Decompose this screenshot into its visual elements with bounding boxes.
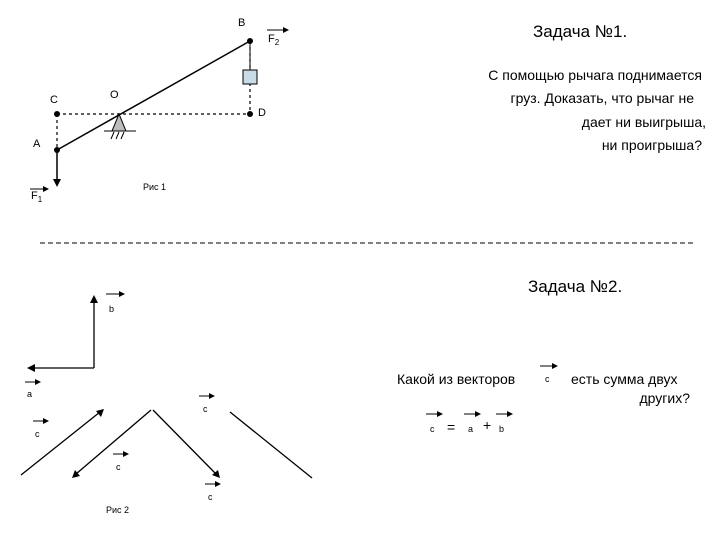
vector-label-c1: c [203, 404, 208, 414]
task2-question-vector: c [545, 374, 550, 384]
task1-question-line-4: ни проигрыша? [601, 137, 702, 153]
label-b: B [238, 17, 246, 29]
figure2-caption: Рис 2 [106, 505, 130, 515]
mark-question-c-head [552, 363, 558, 369]
label-a: A [33, 138, 41, 150]
point-c [54, 111, 60, 117]
vector-c4-line [229, 411, 313, 479]
vector-c3-arrowhead [212, 470, 220, 478]
vector-b-arrowhead [90, 295, 98, 303]
task2-title: Задача №2. [528, 277, 623, 296]
mark-c4-head [215, 481, 221, 487]
pivot-hatch-1 [110, 131, 115, 140]
task1-title: Задача №1. [533, 22, 628, 41]
mark-a-head [35, 379, 41, 385]
lever-bar [56, 40, 251, 151]
point-d [247, 111, 253, 117]
vector-label-c2: c [35, 429, 40, 439]
pivot-hatch-2 [115, 131, 120, 140]
load-weight [242, 69, 258, 85]
label-f2: F2 [268, 33, 280, 47]
mark-b-head [119, 291, 125, 297]
mark-eq-c-head [437, 411, 443, 417]
vector-label-c3: c [116, 462, 121, 472]
vector-label-b: b [109, 304, 115, 314]
f1-vector-arrowhead [43, 186, 49, 192]
vector-c2-line [75, 409, 152, 475]
force-f1-arrowhead [53, 179, 61, 187]
label-f1: F1 [31, 190, 43, 204]
vector-label-a: a [27, 389, 33, 399]
mark-c2-head [43, 418, 49, 424]
task2-question-part1: Какой из векторов [397, 371, 516, 387]
pivot-hatch-3 [120, 131, 125, 140]
equation-c: c [430, 424, 435, 434]
lever-figure [30, 27, 289, 192]
label-d: D [258, 107, 266, 119]
task1-question-line-2: груз. Доказать, что рычаг не [510, 90, 694, 106]
task2-question-part2-line1: есть сумма двух [571, 371, 678, 387]
mark-eq-b-head [507, 411, 513, 417]
vector-c2-arrowhead [72, 470, 80, 478]
equation-plus: + [483, 417, 492, 433]
vector-a-arrowhead [27, 364, 35, 372]
vector-c1-line [20, 411, 101, 476]
vectors-figure [20, 291, 558, 487]
task2-question-part2-line2: других? [639, 390, 690, 406]
equation-b: b [499, 424, 505, 434]
f2-vector-arrowhead [283, 27, 289, 33]
equation-equals: = [447, 419, 456, 435]
vector-c3-line [152, 409, 217, 475]
figure1-caption: Рис 1 [143, 182, 167, 192]
label-c: C [50, 94, 58, 106]
vector-c1-arrowhead [96, 409, 104, 417]
point-b [247, 38, 253, 44]
task1-question-line-1: С помощью рычага поднимается [488, 67, 702, 83]
mark-eq-a-head [475, 411, 481, 417]
vector-label-c4: c [208, 492, 213, 502]
pivot-triangle [111, 112, 127, 132]
task1-question-line-3: дает ни выигрыша, [581, 114, 706, 130]
mark-c3-head [123, 451, 129, 457]
equation-a: a [468, 424, 474, 434]
label-o: O [110, 89, 119, 101]
mark-c1-head [209, 393, 215, 399]
